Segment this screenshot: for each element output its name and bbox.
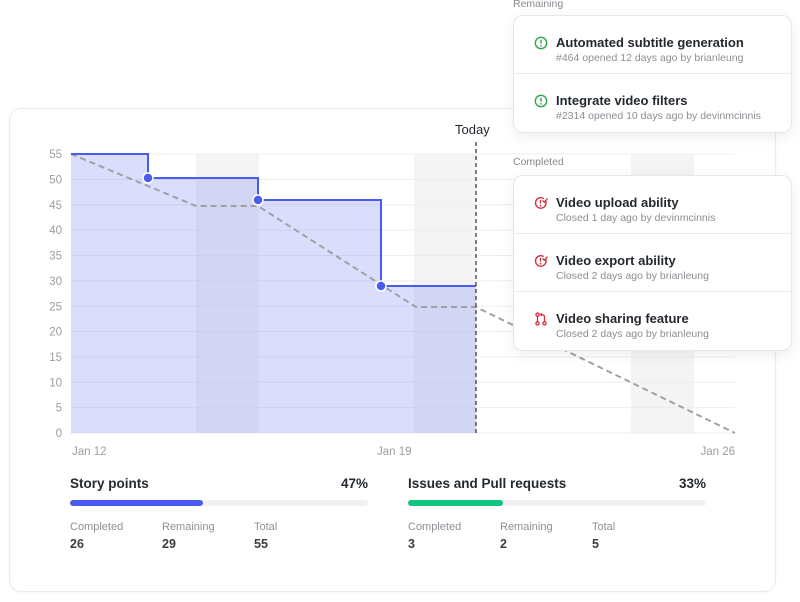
stat-label: Completed bbox=[408, 521, 462, 533]
issue-closed-icon bbox=[534, 197, 548, 209]
stat-value: 3 bbox=[408, 537, 415, 551]
stat-value: 26 bbox=[70, 537, 84, 551]
list-item[interactable]: Video export ability Closed 2 days ago b… bbox=[514, 234, 791, 292]
data-point[interactable] bbox=[252, 194, 264, 206]
today-label: Today bbox=[455, 122, 490, 137]
data-points[interactable] bbox=[142, 172, 387, 292]
stat-label: Total bbox=[254, 521, 278, 533]
item-subtitle: Closed 2 days ago by brianleung bbox=[556, 270, 709, 282]
y-tick-label: 35 bbox=[49, 251, 62, 263]
summary-title: Issues and Pull requests bbox=[408, 476, 567, 491]
actual-area bbox=[71, 154, 476, 433]
y-tick-label: 20 bbox=[49, 327, 62, 339]
stat-value: 29 bbox=[162, 537, 176, 551]
stat-value: 55 bbox=[254, 537, 268, 551]
issue-closed-icon bbox=[534, 255, 548, 267]
summary-title: Story points bbox=[70, 476, 149, 491]
issue-open-icon bbox=[534, 94, 548, 108]
completed-popover: Video upload ability Closed 1 day ago by… bbox=[513, 175, 792, 351]
item-title[interactable]: Video export ability bbox=[556, 253, 676, 268]
stat-label: Completed bbox=[70, 521, 124, 533]
remaining-section-label: Remaining bbox=[513, 0, 564, 10]
stat-value: 5 bbox=[592, 537, 599, 551]
stat-remaining: Remaining 2 bbox=[500, 521, 592, 551]
stat-completed: Completed 26 bbox=[70, 521, 162, 551]
x-tick-label: Jan 19 bbox=[377, 446, 412, 458]
summary-percent: 33% bbox=[678, 476, 706, 491]
stat-label: Total bbox=[592, 521, 616, 533]
item-subtitle: #464 opened 12 days ago by brianleung bbox=[556, 52, 744, 64]
y-tick-label: 40 bbox=[49, 225, 62, 237]
stat-remaining: Remaining 29 bbox=[162, 521, 254, 551]
list-item[interactable]: Video upload ability Closed 1 day ago by… bbox=[514, 176, 791, 234]
list-item[interactable]: Video sharing feature Closed 2 days ago … bbox=[514, 292, 791, 350]
summary-percent: 47% bbox=[340, 476, 368, 491]
list-item[interactable]: Automated subtitle generation #464 opene… bbox=[514, 16, 791, 74]
item-title[interactable]: Integrate video filters bbox=[556, 93, 688, 108]
y-tick-label: 10 bbox=[49, 377, 62, 389]
x-tick-label: Jan 12 bbox=[72, 446, 107, 458]
item-subtitle: Closed 2 days ago by brianleung bbox=[556, 328, 709, 340]
y-tick-label: 15 bbox=[49, 352, 62, 364]
progress-bar-fill bbox=[70, 500, 203, 506]
pull-request-closed-icon bbox=[535, 312, 547, 326]
issue-open-icon bbox=[534, 36, 548, 50]
item-title[interactable]: Automated subtitle generation bbox=[556, 35, 744, 50]
stat-completed: Completed 3 bbox=[408, 521, 500, 551]
stat-total: Total 55 bbox=[254, 521, 346, 551]
y-axis-labels: 55 50 45 40 35 30 25 20 15 10 5 0 bbox=[49, 149, 62, 440]
item-title[interactable]: Video upload ability bbox=[556, 195, 679, 210]
y-tick-label: 45 bbox=[49, 200, 62, 212]
stat-total: Total 5 bbox=[592, 521, 684, 551]
item-subtitle: Closed 1 day ago by devinmcinnis bbox=[556, 212, 716, 224]
progress-bar bbox=[408, 500, 706, 506]
y-tick-label: 0 bbox=[56, 428, 62, 440]
list-item[interactable]: Integrate video filters #2314 opened 10 … bbox=[514, 74, 791, 132]
actual-line bbox=[71, 153, 476, 287]
x-tick-label: Jan 26 bbox=[700, 446, 735, 458]
issues-summary: Issues and Pull requests 33% Completed 3… bbox=[408, 476, 706, 551]
y-tick-label: 55 bbox=[49, 149, 62, 161]
stat-label: Remaining bbox=[162, 521, 215, 533]
y-tick-label: 5 bbox=[56, 403, 62, 415]
stat-label: Remaining bbox=[500, 521, 553, 533]
data-point[interactable] bbox=[375, 280, 387, 292]
item-subtitle: #2314 opened 10 days ago by devinmcinnis bbox=[556, 110, 761, 122]
completed-section-label: Completed bbox=[513, 156, 564, 168]
remaining-popover: Automated subtitle generation #464 opene… bbox=[513, 15, 792, 133]
stat-value: 2 bbox=[500, 537, 507, 551]
story-points-summary: Story points 47% Completed 26 Remaining … bbox=[70, 476, 368, 551]
progress-bar-fill bbox=[408, 500, 503, 506]
y-tick-label: 50 bbox=[49, 175, 62, 187]
progress-bar bbox=[70, 500, 368, 506]
item-title[interactable]: Video sharing feature bbox=[556, 311, 689, 326]
x-axis-labels: Jan 12 Jan 19 Jan 26 bbox=[72, 446, 735, 458]
data-point[interactable] bbox=[142, 172, 154, 184]
y-tick-label: 25 bbox=[49, 301, 62, 313]
y-tick-label: 30 bbox=[49, 276, 62, 288]
